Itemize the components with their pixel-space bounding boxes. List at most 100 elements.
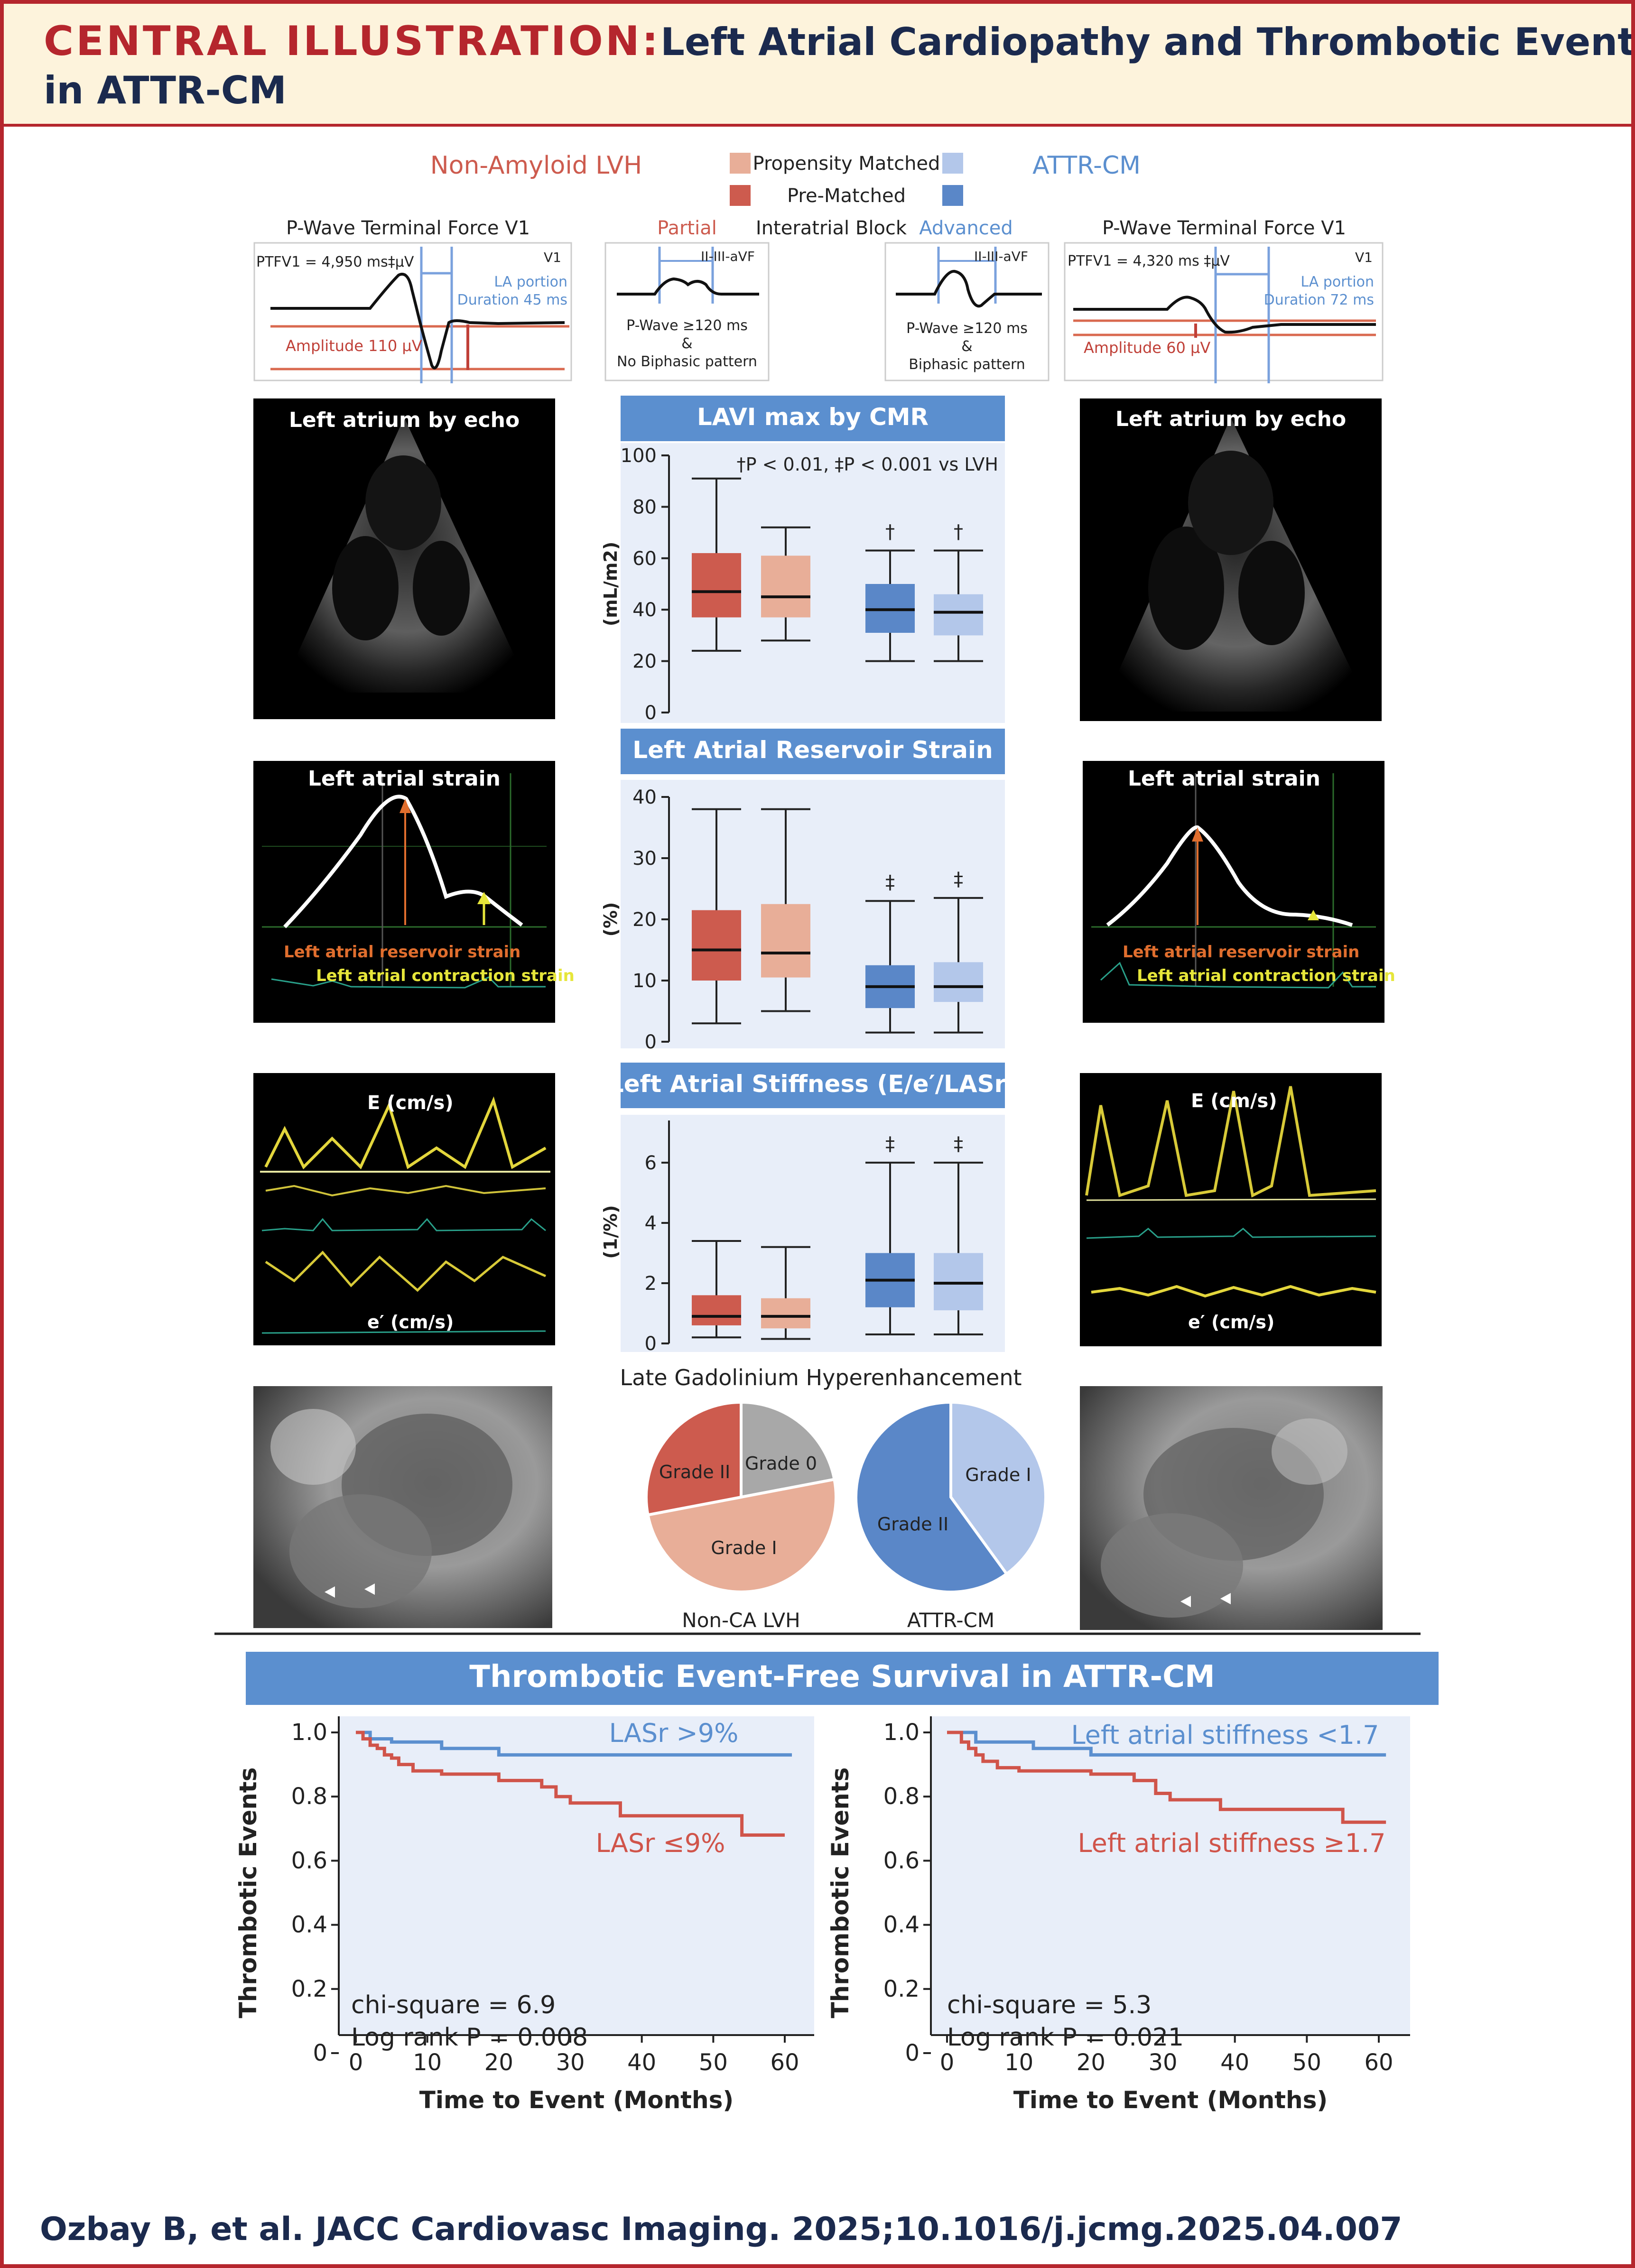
header-label: CENTRAL ILLUSTRATION: — [44, 18, 660, 65]
x-tick-label: 10 — [1004, 2049, 1033, 2076]
doppler-right-image: E (cm/s) e′ (cm/s) — [1080, 1073, 1382, 1346]
km-series-line — [356, 1731, 792, 1757]
y-tick-label: 0.8 — [291, 1783, 327, 1810]
y-axis-label: Thrombotic Events — [827, 1768, 854, 2018]
significance-mark: † — [885, 521, 895, 543]
series-label: Left atrial stiffness <1.7 — [1071, 1720, 1379, 1750]
x-axis-label: Time to Event (Months) — [1013, 2086, 1328, 2114]
box-iqr — [761, 1298, 810, 1329]
doppler-right-E: E (cm/s) — [1191, 1090, 1277, 1112]
y-tick-label: 100 — [621, 445, 657, 467]
legend-swatch-attr-pre — [942, 185, 963, 206]
header-title-line2: in ATTR-CM — [44, 68, 287, 112]
y-tick-label: 0.8 — [883, 1783, 920, 1810]
header-title-line1: Left Atrial Cardiopathy and Thrombotic E… — [660, 20, 1635, 64]
ecg-right-ptf: PTFV1 = 4,320 ms ‡µV — [1068, 253, 1230, 269]
iab-partial-line2: & — [681, 335, 692, 352]
pie-attr-cm: Grade I Grade II — [855, 1400, 1047, 1593]
mri-right-image — [1080, 1386, 1383, 1630]
km-stiffness: 0 0.2 0.4 0.6 0.8 1.0 0 10 20 30 40 50 60 Time to Eve… — [827, 1716, 1410, 2114]
reservoir-strain-boxplot: 0 10 20 30 40 (%) ‡ ‡ — [600, 780, 1005, 1053]
pie-slice-label: Grade II — [659, 1462, 730, 1482]
series-label: LASr ≤9% — [596, 1828, 725, 1858]
box-iqr — [934, 594, 983, 636]
iab-advanced-line1: P-Wave ≥120 ms — [906, 320, 1028, 337]
plot-background — [621, 443, 1005, 723]
strain-left-contraction: Left atrial contraction strain — [316, 966, 575, 985]
stat-chi-square: chi-square = 5.3 — [947, 1991, 1152, 2019]
x-tick-label: 60 — [770, 2049, 799, 2076]
doppler-left-E: E (cm/s) — [367, 1092, 454, 1114]
iab-advanced-label: Advanced — [919, 217, 1013, 239]
echo-right-label: Left atrium by echo — [1115, 407, 1346, 431]
doppler-left-image: E (cm/s) e′ (cm/s) — [253, 1073, 555, 1345]
y-tick-label: 20 — [632, 909, 657, 931]
km-series-line — [947, 1731, 1386, 1824]
lavi-title: LAVI max by CMR — [697, 403, 929, 431]
y-tick-label: 1.0 — [883, 1719, 920, 1746]
x-tick-label: 30 — [556, 2049, 585, 2076]
mri-left-image — [253, 1386, 552, 1628]
pie-non-ca-lvh: Grade 0 Grade I Grade II — [645, 1400, 837, 1593]
y-tick-label: 20 — [632, 651, 657, 673]
footer-citation: Ozbay B, et al. JACC Cardiovasc Imaging.… — [40, 2211, 1403, 2248]
x-tick-label: 60 — [1364, 2049, 1393, 2076]
y-tick-label: 0.4 — [291, 1912, 327, 1938]
iab-partial-panel: II-III-aVF P-Wave ≥120 ms & No Biphasic … — [604, 242, 770, 381]
y-tick-label: 0 — [645, 1031, 657, 1053]
iab-advanced-line3: Biphasic pattern — [909, 356, 1025, 373]
doppler-right-e: e′ (cm/s) — [1188, 1312, 1274, 1333]
significance-mark: ‡ — [954, 1133, 963, 1155]
legend-swatch-attr-matched — [942, 153, 963, 174]
pie-slice-label: Grade I — [711, 1537, 777, 1558]
iab-partial-line3: No Biphasic pattern — [617, 353, 757, 370]
y-tick-label: 80 — [632, 496, 657, 518]
y-tick-label: 0 — [645, 702, 657, 724]
pie-lvh-label: Non-CA LVH — [682, 1609, 800, 1632]
series-label: LASr >9% — [609, 1718, 739, 1748]
y-tick-label: 4 — [645, 1213, 657, 1234]
x-tick-label: 30 — [1148, 2049, 1177, 2076]
ecg-left-title: P-Wave Terminal Force V1 — [286, 217, 530, 239]
ecg-right-lead: V1 — [1355, 250, 1373, 265]
pie-slice-label: Grade II — [877, 1514, 948, 1535]
ecg-left-ptf: PTFV1 = 4,950 ms‡µV — [256, 254, 414, 270]
significance-mark: † — [954, 521, 963, 543]
y-axis-label: (%) — [600, 902, 621, 937]
iab-advanced-line2: & — [961, 338, 972, 355]
pie-slice — [855, 1400, 1009, 1593]
echo-right-image: Left atrium by echo — [1080, 398, 1382, 721]
stat-log-rank: Log rank P = 0.021 — [947, 2023, 1184, 2052]
y-tick-label: 0 — [645, 1333, 657, 1355]
lge-title: Late Gadolinium Hyperenhancement — [620, 1365, 1022, 1390]
y-tick-label: 0.2 — [291, 1976, 327, 2002]
pie-slice — [645, 1400, 743, 1517]
ecg-left-amplitude: Amplitude 110 µV — [286, 337, 422, 355]
legend-swatch-lvh-matched — [730, 153, 751, 174]
x-tick-label: 0 — [349, 2049, 363, 2076]
ecg-left-duration: Duration 45 ms — [457, 292, 567, 308]
box-iqr — [934, 962, 983, 1002]
km-lasr: 0 0.2 0.4 0.6 0.8 1.0 0 10 20 30 40 50 60 Time to Eve… — [234, 1716, 814, 2114]
x-tick-label: 50 — [699, 2049, 728, 2076]
y-tick-label: 0.2 — [883, 1976, 920, 2002]
ecg-right-la-portion: LA portion — [1301, 274, 1374, 290]
y-tick-label: 10 — [632, 970, 657, 992]
pie-slice-label: Grade 0 — [745, 1453, 817, 1474]
y-tick-label: 1.0 — [291, 1719, 327, 1746]
stat-log-rank: Log rank P = 0.008 — [351, 2023, 588, 2052]
box-iqr — [692, 1295, 741, 1325]
ecg-left-panel: PTFV1 = 4,950 ms‡µV V1 LA portion Durati… — [253, 242, 572, 383]
iab-advanced-lead: II-III-aVF — [974, 249, 1028, 264]
y-tick-label: 0.4 — [883, 1912, 920, 1938]
x-tick-label: 20 — [1077, 2049, 1105, 2076]
ecg-right-title: P-Wave Terminal Force V1 — [1102, 217, 1346, 239]
plot-background — [621, 780, 1005, 1048]
strain-left-title: Left atrial strain — [308, 767, 501, 791]
significance-mark: ‡ — [885, 871, 895, 893]
iab-advanced-panel: II-III-aVF P-Wave ≥120 ms & Biphasic pat… — [884, 242, 1050, 381]
ecg-right-amplitude: Amplitude 60 µV — [1084, 339, 1210, 357]
strain-left-image: Left atrial strain Left atrial reservoir… — [253, 761, 575, 1023]
km-banner — [246, 1652, 1439, 1705]
